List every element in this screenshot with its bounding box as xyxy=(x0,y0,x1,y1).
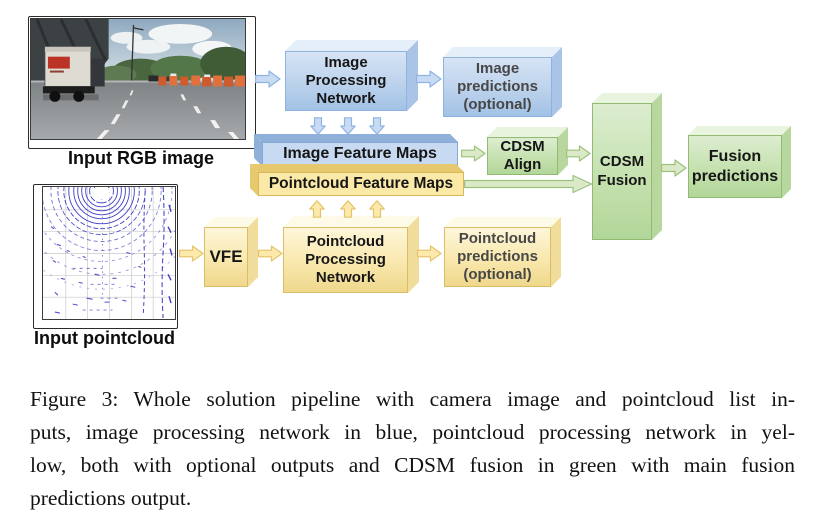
box-face-front: CDSM Fusion xyxy=(592,103,652,240)
box-face-top xyxy=(688,126,791,135)
box-face-front: Fusion predictions xyxy=(688,135,782,198)
cdsm-fusion-label: CDSM Fusion xyxy=(597,153,647,189)
box-face-top xyxy=(487,127,568,137)
arrow-pfm-to-fusion-icon xyxy=(464,174,593,194)
image-feature-maps-label: Image Feature Maps xyxy=(283,145,437,163)
box-pointcloud-predictions: Pointcloud predictions (optional) xyxy=(444,217,561,287)
arrow-down-feature-1-icon xyxy=(310,117,326,135)
caption-line: Figure 3: Whole solution pipeline with c… xyxy=(30,387,795,411)
arrow-up-feature-3-icon xyxy=(369,200,385,218)
box-face-front: VFE xyxy=(204,227,248,287)
pointcloud-feature-maps-label: Pointcloud Feature Maps xyxy=(268,174,454,192)
input-rgb-image-label: Input RGB image xyxy=(67,148,214,168)
box-cdsm-align: CDSM Align xyxy=(487,127,568,175)
arrow-up-feature-1-icon xyxy=(309,200,325,218)
box-face-side xyxy=(552,47,562,117)
input-pointcloud-label: Input pointcloud xyxy=(34,328,175,348)
arrow-pointcloud-network-to-predictions-icon xyxy=(417,245,442,262)
vfe-label: VFE xyxy=(209,246,243,266)
fusion-predictions-label: Fusion predictions xyxy=(691,147,779,185)
caption-line: puts, image processing network in blue, … xyxy=(30,420,795,444)
box-cdsm-fusion: CDSM Fusion xyxy=(592,93,662,240)
pointcloud-processing-network-label: Pointcloud Processing Network xyxy=(305,232,386,287)
arrow-up-feature-2-icon xyxy=(340,200,356,218)
box-face-side xyxy=(407,40,418,111)
box-face-top xyxy=(283,216,419,227)
box-face-front: Image predictions (optional) xyxy=(443,57,552,117)
street-photo-illustration xyxy=(31,19,245,139)
box-face-front: Image Processing Network xyxy=(285,51,407,111)
box-face-side xyxy=(248,217,258,287)
pointcloud-slab xyxy=(33,184,178,329)
arrow-align-to-fusion-icon xyxy=(566,145,591,162)
arrow-image-network-to-predictions-icon xyxy=(416,70,442,88)
pointcloud-visualization xyxy=(42,186,176,320)
arrow-down-feature-3-icon xyxy=(369,117,385,135)
box-image-processing-network: Image Processing Network xyxy=(285,40,418,111)
box-face-side xyxy=(558,127,568,175)
image-processing-network-label: Image Processing Network xyxy=(305,53,387,108)
box-face-side xyxy=(408,216,419,293)
box-face-front: CDSM Align xyxy=(487,137,558,175)
box-face-side xyxy=(782,126,791,198)
caption-line: predictions output. xyxy=(30,486,192,510)
box-fusion-predictions: Fusion predictions xyxy=(688,126,791,198)
box-face-top xyxy=(443,47,562,57)
arrow-pointcloud-to-vfe-icon xyxy=(179,245,204,262)
rgb-image-thumbnail xyxy=(30,18,246,140)
box-face-front: Pointcloud Feature Maps xyxy=(258,172,464,196)
lidar-bev-illustration xyxy=(43,187,175,319)
box-face-side xyxy=(250,164,258,196)
cdsm-align-label: CDSM Align xyxy=(500,137,545,173)
arrow-ifm-to-cdsm-align-icon xyxy=(461,145,486,162)
arrow-rgb-to-image-network-icon xyxy=(255,70,281,88)
box-face-top xyxy=(204,217,258,227)
box-pointcloud-processing-network: Pointcloud Processing Network xyxy=(283,216,419,293)
pointcloud-predictions-label: Pointcloud predictions (optional) xyxy=(457,229,538,284)
box-face-top xyxy=(444,217,561,227)
box-face-top xyxy=(285,40,418,51)
image-predictions-label: Image predictions (optional) xyxy=(457,59,538,114)
arrow-vfe-to-pointcloud-network-icon xyxy=(258,245,283,262)
arrow-down-feature-2-icon xyxy=(340,117,356,135)
box-face-front: Image Feature Maps xyxy=(262,142,458,166)
box-face-front: Pointcloud Processing Network xyxy=(283,227,408,293)
box-face-top xyxy=(254,134,458,142)
box-image-predictions: Image predictions (optional) xyxy=(443,47,562,117)
box-face-top xyxy=(250,164,464,172)
box-face-side xyxy=(551,217,561,287)
rgb-image-slab xyxy=(28,16,256,149)
box-face-side xyxy=(652,93,662,240)
box-face-top xyxy=(592,93,662,103)
arrow-fusion-to-predictions-icon xyxy=(661,159,687,177)
box-face-front: Pointcloud predictions (optional) xyxy=(444,227,551,287)
box-vfe: VFE xyxy=(204,217,258,287)
box-image-feature-maps: Image Feature Maps xyxy=(254,134,458,166)
box-pointcloud-feature-maps: Pointcloud Feature Maps xyxy=(250,164,464,196)
figure-caption: Figure 3: Whole solution pipeline with c… xyxy=(30,383,795,515)
box-face-side xyxy=(254,134,262,166)
caption-line: low, both with optional outputs and CDSM… xyxy=(30,453,795,477)
